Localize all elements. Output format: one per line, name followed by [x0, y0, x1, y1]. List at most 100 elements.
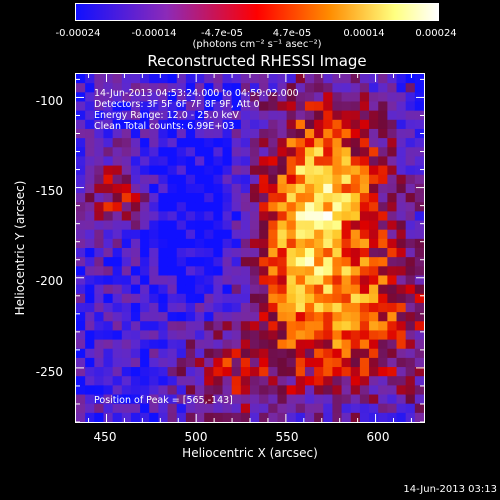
- image-pixel: [323, 293, 333, 304]
- image-pixel: [185, 302, 196, 313]
- image-pixel: [277, 183, 288, 194]
- image-pixel: [323, 156, 333, 167]
- image-pixel: [295, 412, 306, 422]
- image-pixel: [158, 385, 169, 396]
- image-pixel: [387, 138, 398, 148]
- image-pixel: [259, 101, 269, 112]
- image-title: Reconstructed RHESSI Image: [147, 52, 367, 70]
- image-pixel: [369, 138, 379, 148]
- image-pixel: [222, 74, 233, 84]
- image-pixel: [240, 147, 251, 157]
- image-pixel: [414, 119, 424, 130]
- image-pixel: [158, 220, 169, 231]
- image-pixel: [323, 202, 333, 212]
- image-pixel: [94, 202, 104, 212]
- image-pixel: [286, 248, 297, 258]
- image-pixel: [94, 147, 104, 157]
- image-pixel: [85, 238, 95, 249]
- image-pixel: [130, 193, 141, 203]
- image-pixel: [350, 330, 361, 341]
- image-pixel: [414, 220, 424, 231]
- image-pixel: [332, 394, 343, 405]
- image-pixel: [195, 385, 205, 396]
- image-pixel: [158, 238, 169, 249]
- image-pixel: [286, 238, 297, 249]
- image-pixel: [185, 211, 196, 222]
- image-pixel: [378, 74, 388, 84]
- image-pixel: [94, 348, 104, 359]
- image-pixel: [176, 394, 187, 405]
- image-pixel: [396, 211, 407, 222]
- image-pixel: [185, 257, 196, 267]
- image-pixel: [103, 128, 114, 139]
- image-pixel: [185, 275, 196, 286]
- image-pixel: [286, 83, 297, 93]
- image-pixel: [176, 321, 187, 331]
- image-pixel: [250, 229, 260, 240]
- image-pixel: [121, 302, 132, 313]
- image-pixel: [94, 403, 104, 414]
- image-pixel: [204, 385, 214, 396]
- image-pixel: [112, 128, 123, 139]
- image-pixel: [94, 266, 104, 276]
- image-pixel: [286, 312, 297, 322]
- image-pixel: [314, 147, 324, 157]
- image-pixel: [130, 174, 141, 185]
- image-pixel: [195, 193, 205, 203]
- image-pixel: [259, 74, 269, 84]
- image-pixel: [369, 412, 379, 422]
- image-pixel: [167, 385, 178, 396]
- image-pixel: [405, 238, 416, 249]
- image-pixel: [240, 229, 251, 240]
- image-pixel: [277, 83, 288, 93]
- image-pixel: [158, 101, 169, 112]
- image-pixel: [405, 357, 416, 368]
- image-pixel: [204, 92, 214, 102]
- image-pixel: [240, 339, 251, 350]
- image-pixel: [140, 165, 150, 176]
- image-pixel: [112, 339, 123, 350]
- image-pixel: [387, 110, 398, 121]
- x-tick-label: 500: [184, 430, 208, 444]
- image-pixel: [341, 83, 352, 93]
- image-pixel: [405, 193, 416, 203]
- image-pixel: [369, 403, 379, 414]
- image-pixel: [369, 156, 379, 167]
- image-pixel: [323, 183, 333, 194]
- image-pixel: [314, 293, 324, 304]
- image-pixel: [140, 348, 150, 359]
- image-pixel: [396, 74, 407, 84]
- image-pixel: [378, 202, 388, 212]
- image-pixel: [222, 284, 233, 295]
- image-pixel: [185, 202, 196, 212]
- image-pixel: [103, 403, 114, 414]
- image-pixel: [369, 211, 379, 222]
- image-pixel: [240, 119, 251, 130]
- image-pixel: [286, 183, 297, 194]
- image-pixel: [103, 330, 114, 341]
- image-pixel: [140, 229, 150, 240]
- image-pixel: [259, 238, 269, 249]
- image-pixel: [369, 376, 379, 386]
- image-pixel: [195, 229, 205, 240]
- image-pixel: [112, 367, 123, 377]
- image-pixel: [387, 266, 398, 276]
- image-pixel: [314, 357, 324, 368]
- image-pixel: [286, 302, 297, 313]
- image-pixel: [250, 394, 260, 405]
- image-pixel: [268, 312, 278, 322]
- image-pixel: [332, 376, 343, 386]
- image-pixel: [369, 266, 379, 276]
- image-pixel: [130, 202, 141, 212]
- image-pixel: [158, 275, 169, 286]
- image-pixel: [359, 312, 370, 322]
- image-pixel: [268, 74, 278, 84]
- image-pixel: [121, 284, 132, 295]
- image-pixel: [240, 403, 251, 414]
- image-pixel: [369, 92, 379, 102]
- image-pixel: [341, 348, 352, 359]
- image-pixel: [304, 119, 315, 130]
- image-pixel: [332, 147, 343, 157]
- image-pixel: [167, 376, 178, 386]
- image-pixel: [167, 110, 178, 121]
